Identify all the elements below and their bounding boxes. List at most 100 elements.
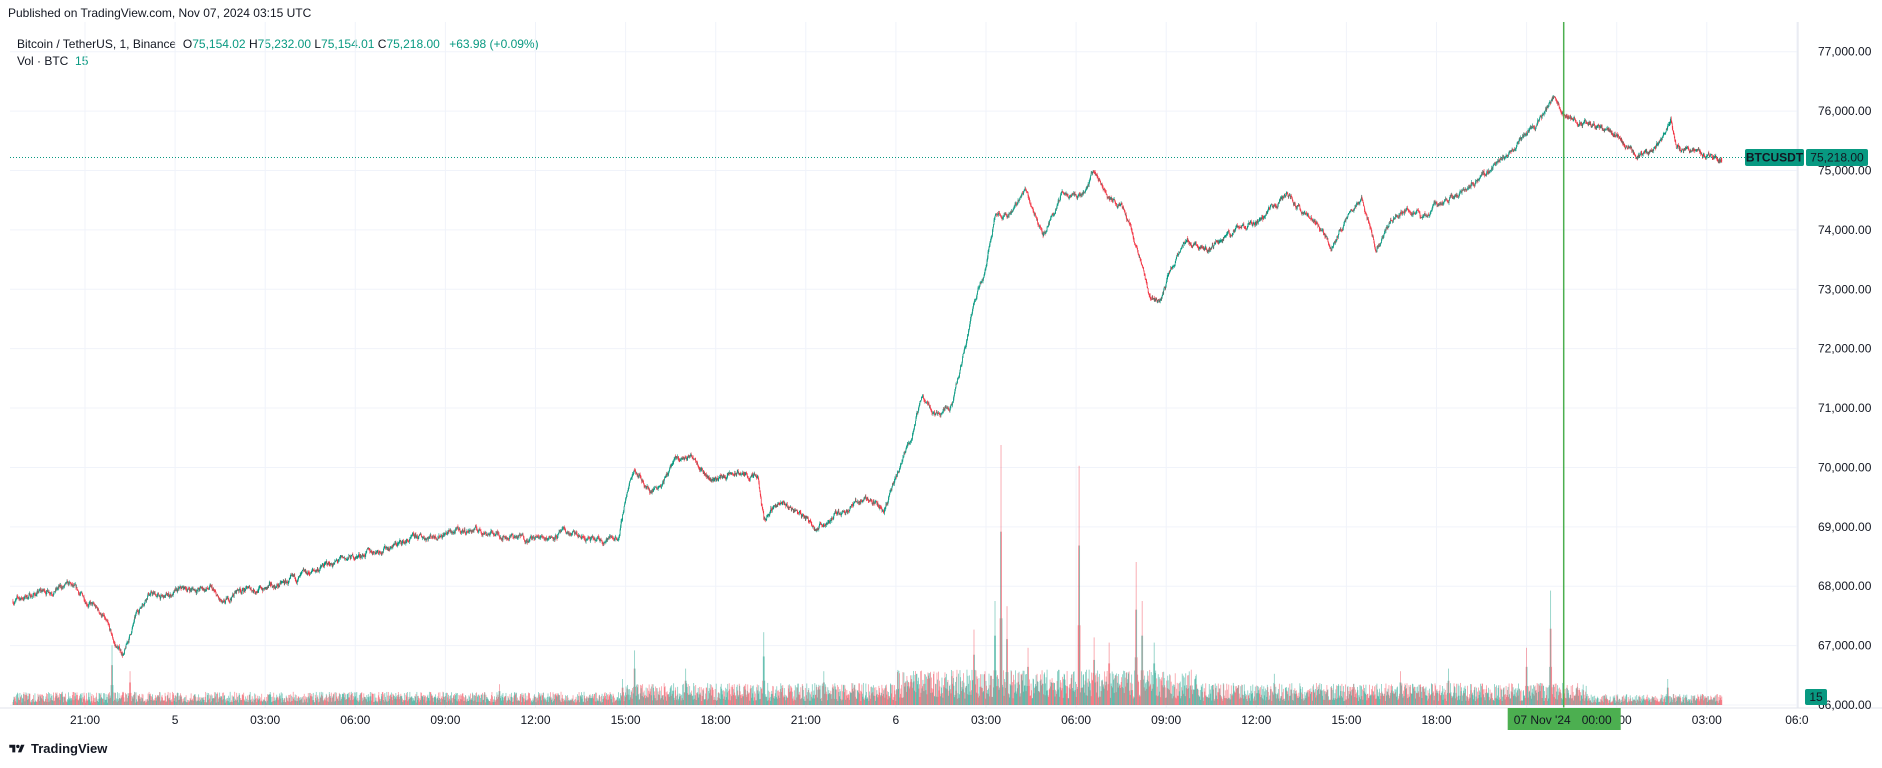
volume-bar xyxy=(312,692,314,705)
candle-body xyxy=(299,575,301,577)
volume-bar xyxy=(1339,685,1341,705)
volume-bar xyxy=(1117,682,1119,705)
volume-bar xyxy=(650,695,652,705)
volume-bar xyxy=(1447,692,1448,705)
volume-bar xyxy=(1395,692,1396,705)
volume-bar xyxy=(996,686,997,705)
volume-bar xyxy=(696,692,698,705)
volume-bar xyxy=(1552,694,1554,705)
volume-bar xyxy=(1514,689,1515,705)
volume-bar xyxy=(56,692,58,705)
volume-bar xyxy=(806,692,808,705)
volume-bar xyxy=(517,697,518,705)
candle-body xyxy=(189,589,191,592)
volume-bar xyxy=(1415,686,1417,705)
volume-bar xyxy=(272,696,274,705)
volume-bar xyxy=(651,684,653,705)
volume-bar xyxy=(1552,684,1554,705)
volume-bar xyxy=(1107,690,1109,705)
volume-bar xyxy=(359,693,361,705)
volume-bar xyxy=(586,697,588,705)
volume-bar xyxy=(1557,688,1559,705)
volume-label[interactable]: Vol · BTC xyxy=(17,54,69,68)
volume-bar xyxy=(743,685,745,705)
volume-bar xyxy=(149,694,150,705)
volume-bar xyxy=(899,697,901,705)
candle-body xyxy=(384,545,386,548)
volume-bar xyxy=(402,700,404,705)
volume-bar xyxy=(72,695,73,705)
volume-bar xyxy=(600,701,601,705)
volume-bar xyxy=(850,692,852,705)
volume-bar xyxy=(1107,684,1109,705)
volume-bar xyxy=(1605,697,1607,705)
candle-body xyxy=(176,589,178,592)
volume-bar xyxy=(874,696,876,705)
candle-body xyxy=(19,598,20,599)
volume-bar xyxy=(804,700,806,705)
candle-body xyxy=(286,581,288,583)
candle-body xyxy=(75,584,76,586)
volume-bar xyxy=(993,670,995,705)
volume-bar xyxy=(15,696,17,705)
candle-body xyxy=(265,587,267,589)
volume-bar xyxy=(931,687,933,705)
candle-body xyxy=(197,589,198,591)
volume-bar xyxy=(891,699,893,705)
volume-bar xyxy=(1349,686,1351,705)
candle-body xyxy=(74,584,75,586)
volume-bar xyxy=(38,695,40,705)
volume-bar xyxy=(1021,673,1023,705)
volume-bar xyxy=(1619,698,1621,705)
volume-bar xyxy=(1149,669,1151,705)
volume-bar xyxy=(1684,695,1686,705)
volume-bar xyxy=(419,700,421,705)
volume-bar xyxy=(194,694,196,705)
volume-bar xyxy=(1197,689,1199,705)
candle-body xyxy=(224,601,226,603)
volume-bar xyxy=(1332,689,1334,705)
volume-bar xyxy=(957,693,959,705)
volume-bar xyxy=(1159,691,1161,705)
volume-bar xyxy=(1445,694,1447,705)
volume-bar xyxy=(713,699,715,705)
volume-bar xyxy=(797,683,799,705)
volume-bar xyxy=(875,687,877,705)
volume-bar xyxy=(659,687,661,705)
volume-bar xyxy=(136,701,138,705)
candle-body xyxy=(317,569,319,571)
candle-body xyxy=(351,555,353,556)
volume-bar xyxy=(1609,699,1611,705)
volume-bar xyxy=(581,692,582,705)
candle-body xyxy=(336,560,338,561)
symbol-label[interactable]: Bitcoin / TetherUS, 1, Binance xyxy=(17,37,177,51)
candle-body xyxy=(212,589,213,590)
volume-bar xyxy=(1571,698,1573,705)
volume-bar xyxy=(1343,691,1345,705)
candle-body xyxy=(368,547,370,550)
candle-body xyxy=(157,594,158,596)
volume-bar xyxy=(563,701,564,705)
volume-bar xyxy=(1383,696,1385,705)
volume-bar xyxy=(1414,686,1415,705)
volume-bar xyxy=(12,701,14,705)
volume-bar xyxy=(307,693,309,705)
volume-bar xyxy=(80,694,82,705)
candle-body xyxy=(287,582,289,584)
candle-body xyxy=(378,552,380,554)
volume-bar xyxy=(1606,695,1608,705)
candle-body xyxy=(348,555,350,557)
volume-bar xyxy=(175,695,177,705)
volume-bar xyxy=(1626,701,1628,705)
candle-body xyxy=(334,561,336,562)
volume-bar xyxy=(1344,684,1346,705)
volume-bar xyxy=(854,696,856,705)
volume-bar xyxy=(430,692,432,705)
volume-bar xyxy=(1510,691,1512,705)
volume-bar xyxy=(312,700,314,705)
volume-bar xyxy=(1375,685,1377,705)
volume-bar xyxy=(1551,687,1553,705)
volume-bar xyxy=(701,695,703,705)
volume-bar xyxy=(1657,701,1659,705)
